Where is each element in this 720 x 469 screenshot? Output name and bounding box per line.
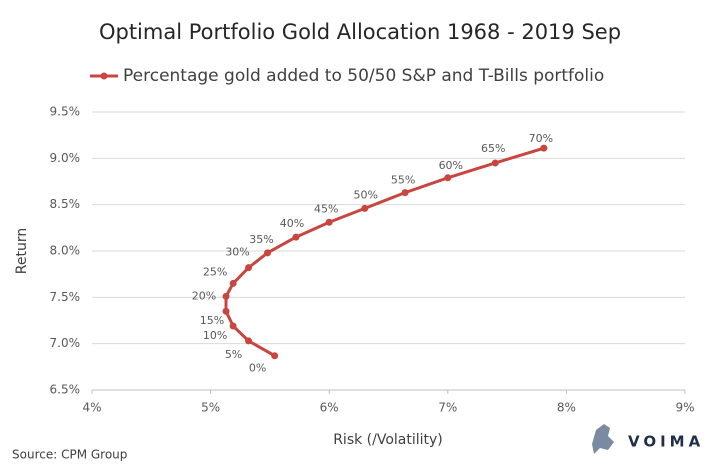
point-label: 10% — [203, 329, 227, 342]
point-label: 40% — [280, 217, 304, 230]
y-axis-title: Return — [14, 228, 30, 274]
data-point — [292, 233, 300, 241]
x-tick-label: 6% — [320, 401, 339, 415]
point-label: 45% — [314, 202, 338, 215]
data-point — [325, 218, 333, 226]
y-tick-label: 9.5% — [50, 105, 81, 119]
data-point — [401, 189, 409, 197]
point-label: 30% — [225, 246, 249, 259]
data-point — [245, 264, 253, 272]
y-tick-label: 7.0% — [50, 336, 81, 350]
data-point — [222, 307, 230, 315]
data-point — [540, 144, 548, 152]
x-tick-label: 8% — [557, 401, 576, 415]
data-point — [229, 322, 237, 330]
data-point — [361, 204, 369, 212]
data-point — [444, 174, 452, 182]
x-tick-label: 7% — [438, 401, 457, 415]
data-point — [245, 337, 253, 345]
point-label: 70% — [529, 132, 553, 145]
data-point — [271, 352, 279, 360]
logo-icon — [592, 424, 614, 454]
x-axis-title: Risk (/Volatility) — [333, 432, 443, 448]
point-label: 20% — [192, 289, 216, 302]
y-tick-label: 8.0% — [50, 244, 81, 258]
y-tick-label: 6.5% — [50, 383, 81, 397]
point-label: 0% — [249, 362, 266, 375]
point-label: 5% — [225, 348, 242, 361]
y-tick-label: 7.5% — [50, 290, 81, 304]
data-point — [264, 249, 272, 257]
logo-text: VOIMA — [628, 433, 704, 451]
data-point — [491, 159, 499, 167]
x-tick-label: 5% — [201, 401, 220, 415]
point-label: 35% — [249, 233, 273, 246]
point-label: 65% — [481, 142, 505, 155]
y-tick-label: 8.5% — [50, 197, 81, 211]
data-point — [229, 279, 237, 287]
x-tick-label: 4% — [82, 401, 101, 415]
legend-marker — [100, 72, 108, 80]
point-label: 50% — [354, 188, 378, 201]
source-note: Source: CPM Group — [12, 448, 127, 462]
chart-title: Optimal Portfolio Gold Allocation 1968 -… — [99, 20, 621, 44]
x-tick-label: 9% — [675, 401, 694, 415]
point-label: 55% — [391, 174, 415, 187]
data-point — [222, 292, 230, 300]
y-tick-label: 9.0% — [50, 151, 81, 165]
logo: VOIMA — [592, 424, 704, 454]
point-label: 60% — [439, 159, 463, 172]
point-label: 25% — [203, 265, 227, 278]
point-label: 15% — [200, 314, 224, 327]
legend-label: Percentage gold added to 50/50 S&P and T… — [123, 66, 604, 86]
